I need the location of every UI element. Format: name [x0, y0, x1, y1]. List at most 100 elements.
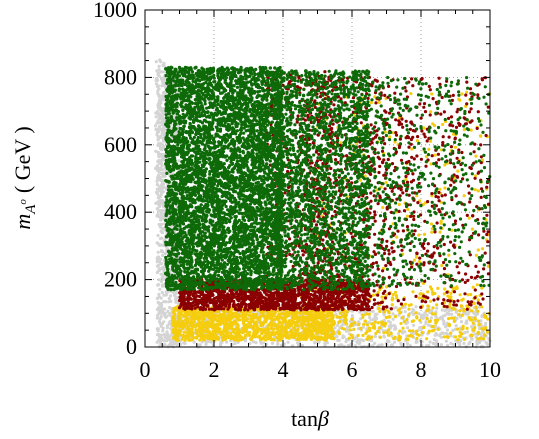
data-point [434, 315, 438, 319]
data-point [233, 341, 237, 346]
data-point [168, 305, 172, 310]
data-point [304, 312, 308, 316]
data-point [153, 124, 158, 128]
data-point [443, 287, 447, 291]
data-point [157, 242, 161, 246]
data-point [449, 291, 453, 295]
data-point [162, 307, 167, 311]
data-point [299, 311, 303, 315]
data-point [157, 203, 161, 207]
data-point [159, 162, 164, 166]
data-point [222, 310, 226, 314]
data-point [391, 317, 395, 321]
data-point [398, 329, 402, 333]
data-point [264, 342, 268, 346]
data-point [453, 145, 458, 149]
data-point [446, 294, 450, 298]
data-point [251, 312, 255, 317]
data-point [186, 330, 190, 334]
data-point [377, 343, 381, 347]
data-point [283, 320, 287, 324]
data-point [458, 293, 462, 297]
data-point [447, 322, 451, 326]
data-point [331, 320, 336, 324]
data-point [183, 335, 187, 339]
data-point [162, 300, 166, 304]
data-point [157, 278, 161, 282]
data-point [417, 233, 421, 237]
data-point [462, 194, 466, 198]
data-point [155, 333, 159, 337]
data-point [470, 334, 474, 338]
data-point [159, 146, 163, 150]
data-points [153, 58, 492, 349]
data-point [468, 340, 472, 344]
data-point [157, 98, 161, 102]
data-point [422, 325, 426, 330]
data-point [160, 180, 165, 184]
data-point [200, 326, 204, 330]
data-point [177, 159, 181, 163]
data-point [168, 294, 173, 298]
data-point [348, 328, 352, 332]
data-point [231, 335, 236, 339]
data-point [456, 169, 460, 173]
data-point [483, 333, 487, 337]
data-point [157, 68, 161, 72]
data-point [470, 227, 474, 231]
data-point [347, 300, 351, 304]
data-point [428, 139, 433, 143]
data-point [304, 323, 308, 327]
data-point [160, 183, 164, 187]
data-point [361, 333, 365, 337]
data-point [482, 327, 486, 331]
data-point [290, 329, 294, 333]
data-point [216, 324, 220, 328]
data-point [422, 126, 426, 130]
data-point [161, 70, 165, 74]
data-point [270, 341, 275, 345]
data-point [207, 307, 212, 311]
data-point [159, 262, 164, 266]
data-point [318, 328, 322, 333]
data-point [161, 129, 165, 133]
data-point [158, 257, 162, 261]
data-point [276, 342, 280, 346]
data-point [336, 323, 340, 327]
data-point [300, 323, 304, 327]
data-point [331, 330, 335, 334]
data-point [237, 334, 241, 338]
data-point [243, 333, 248, 337]
data-point [167, 296, 171, 301]
data-point [430, 329, 434, 333]
data-point [414, 311, 418, 315]
data-point [318, 316, 322, 320]
data-point [250, 320, 254, 324]
data-point [415, 336, 419, 340]
data-point [394, 294, 399, 298]
data-point [323, 330, 328, 334]
data-point [400, 316, 405, 320]
data-point [155, 190, 159, 194]
data-point [350, 317, 354, 321]
data-point [318, 325, 322, 329]
data-point [383, 324, 387, 328]
data-point [363, 319, 367, 323]
data-point [239, 337, 244, 341]
data-point [157, 159, 161, 163]
data-point [330, 316, 334, 321]
data-point [235, 322, 239, 326]
data-point [159, 324, 163, 328]
data-point [158, 225, 162, 229]
data-point [337, 344, 341, 348]
data-point [300, 319, 304, 323]
data-point [407, 329, 412, 333]
data-point [231, 327, 235, 331]
data-point [405, 341, 409, 346]
data-point [296, 328, 300, 332]
data-point [464, 321, 468, 325]
data-point [309, 310, 313, 314]
data-point [155, 296, 159, 301]
data-point [388, 320, 392, 324]
data-point [264, 338, 268, 342]
